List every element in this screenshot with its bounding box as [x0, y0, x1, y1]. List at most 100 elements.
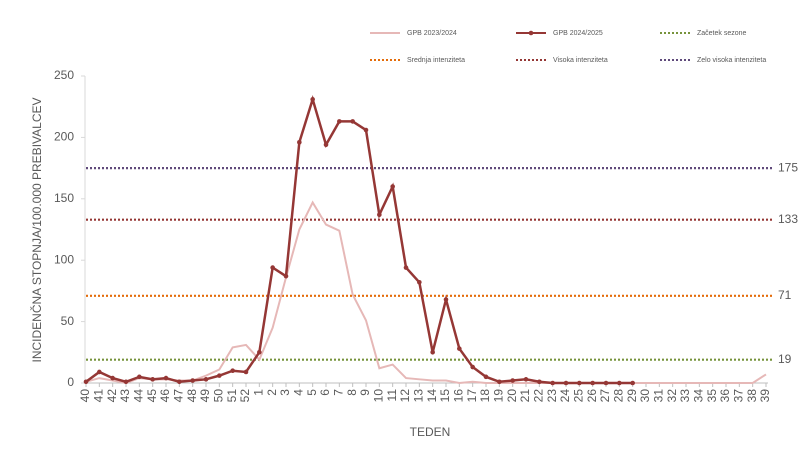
point [377, 212, 382, 218]
legend-label: Visoka intenziteta [553, 57, 608, 64]
x-tick-label: 29 [625, 389, 639, 403]
x-tick-label: 31 [652, 389, 666, 403]
x-tick-label: 25 [572, 389, 586, 403]
x-tick-label: 21 [518, 389, 532, 403]
x-tick-label: 33 [678, 389, 692, 403]
point [483, 374, 489, 380]
point [190, 378, 195, 383]
y-tick-label: 200 [54, 130, 74, 144]
x-tick-label: 30 [638, 389, 652, 403]
series-line [85, 95, 633, 385]
point [323, 142, 329, 148]
x-tick-label: 52 [238, 389, 252, 403]
x-tick-label: 50 [212, 389, 226, 403]
point [403, 265, 409, 270]
point [470, 364, 475, 370]
x-tick-label: 20 [505, 389, 519, 403]
x-tick-label: 47 [172, 389, 186, 403]
x-tick-label: 17 [465, 389, 479, 403]
x-tick-label: 51 [225, 389, 239, 403]
x-tick-label: 38 [745, 389, 759, 403]
x-tick-label: 9 [358, 389, 372, 396]
x-tick-label: 40 [78, 389, 92, 403]
threshold-label: 19 [778, 352, 792, 366]
point [310, 97, 315, 102]
point [350, 119, 355, 124]
threshold-label: 71 [778, 288, 792, 302]
y-tick-label: 50 [61, 314, 75, 328]
x-tick-label: 39 [758, 389, 772, 403]
y-tick-label: 150 [54, 191, 74, 205]
x-tick-label: 8 [345, 389, 359, 396]
point [217, 373, 222, 378]
y-tick-label: 250 [54, 68, 74, 82]
legend-marker [528, 30, 534, 36]
x-tick-label: 23 [545, 389, 559, 403]
point [110, 375, 115, 381]
x-tick-label: 5 [305, 389, 319, 396]
x-tick-label: 49 [198, 389, 212, 403]
x-tick-label: 44 [132, 389, 146, 403]
point [243, 369, 249, 375]
point [603, 380, 609, 386]
point [150, 377, 155, 382]
point [590, 380, 595, 386]
point [137, 374, 142, 380]
x-tick-label: 22 [532, 389, 546, 403]
point [417, 280, 422, 285]
legend-label: Začetek sezone [697, 30, 747, 37]
point [523, 377, 529, 382]
x-tick-label: 43 [118, 389, 132, 403]
x-tick-label: 10 [372, 389, 386, 403]
legend-label: Zelo visoka intenziteta [697, 57, 766, 64]
point [230, 368, 235, 374]
x-tick-label: 34 [692, 389, 706, 403]
point [497, 379, 502, 385]
point [457, 346, 462, 351]
x-tick-label: 11 [385, 389, 399, 402]
point [123, 379, 129, 385]
x-tick-label: 36 [718, 389, 732, 403]
x-tick-label: 1 [252, 389, 266, 396]
point [297, 140, 302, 145]
x-tick-label: 35 [705, 389, 719, 403]
y-tick-label: 0 [67, 375, 74, 389]
x-tick-label: 12 [398, 389, 412, 403]
x-tick-label: 28 [612, 389, 626, 403]
point [443, 297, 449, 302]
point [510, 378, 515, 383]
point [563, 380, 569, 386]
point [283, 273, 289, 279]
x-tick-label: 42 [105, 389, 119, 403]
x-tick-label: 32 [665, 389, 679, 403]
x-tick-label: 46 [158, 389, 172, 403]
x-tick-label: 2 [265, 389, 279, 396]
x-tick-label: 24 [558, 389, 572, 403]
x-tick-label: 15 [438, 389, 452, 403]
point [617, 380, 622, 386]
y-axis-title: INCIDENČNA STOPNJA/100.000 PREBIVALCEV [29, 98, 44, 363]
point [177, 379, 182, 385]
x-tick-label: 7 [332, 389, 346, 396]
x-tick-label: 13 [412, 389, 426, 403]
x-tick-label: 16 [452, 389, 466, 403]
point [163, 375, 169, 381]
point [577, 380, 582, 386]
x-tick-label: 4 [292, 389, 306, 396]
x-tick-label: 3 [278, 389, 292, 396]
threshold-label: 175 [778, 160, 798, 174]
point [390, 184, 395, 189]
x-tick-label: 26 [585, 389, 599, 403]
threshold-label: 133 [778, 212, 798, 226]
point [83, 379, 89, 385]
point [203, 377, 209, 382]
x-tick-label: 41 [92, 389, 106, 403]
x-tick-label: 45 [145, 389, 159, 403]
x-tick-label: 27 [598, 389, 612, 403]
x-tick-label: 6 [318, 389, 332, 396]
legend-label: Srednja intenziteta [407, 57, 465, 64]
y-tick-label: 100 [54, 252, 74, 266]
x-tick-label: 19 [492, 389, 506, 403]
point [363, 127, 369, 133]
